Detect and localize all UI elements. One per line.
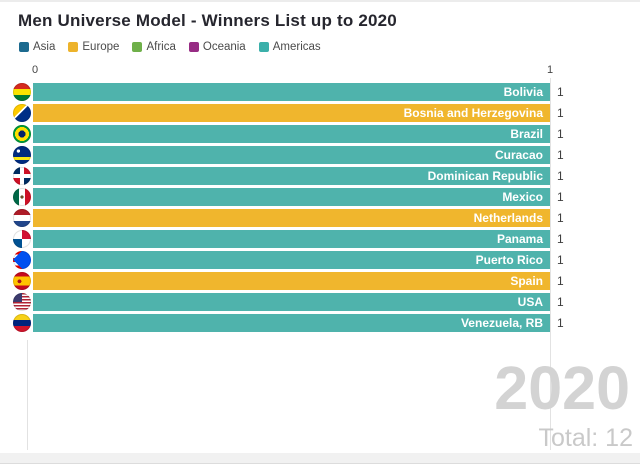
flag-puerto-rico-icon [13,251,31,269]
bar-row: Panama 1 [0,230,640,248]
gridline-value-0 [27,340,28,450]
bar-bolivia: Bolivia [33,83,550,101]
legend-label: Asia [33,41,56,53]
legend-item-oceania: Oceania [188,41,246,53]
bar-puerto-rico: Puerto Rico [33,251,550,269]
bar-usa: USA [33,293,550,311]
flag-curacao-icon [13,146,31,164]
legend-item-africa: Africa [132,41,176,53]
bar-label: Netherlands [473,211,543,225]
legend-item-europe: Europe [68,41,119,53]
bar-row: Bosnia and Herzegovina 1 [0,104,640,122]
bar-value: 1 [557,211,564,225]
bar-row: USA 1 [0,293,640,311]
legend-swatch-asia-icon [19,42,29,52]
bar-value: 1 [557,148,564,162]
flag-dominican-republic-icon [13,167,31,185]
flag-mexico-icon [13,188,31,206]
bar-label: Puerto Rico [475,253,543,267]
flag-bolivia-icon [13,83,31,101]
bar-row: Curacao 1 [0,146,640,164]
bar-value: 1 [557,190,564,204]
bar-label: Panama [496,232,543,246]
bar-label: Bosnia and Herzegovina [403,106,543,120]
flag-netherlands-icon [13,209,31,227]
bar-label: Bolivia [503,85,543,99]
legend-swatch-oceania-icon [188,42,199,52]
bar-label: Curacao [494,148,543,162]
flag-usa-icon [13,293,31,311]
bar-row: Dominican Republic 1 [0,167,640,185]
bar-row: Mexico 1 [0,188,640,206]
bar-value: 1 [557,232,564,246]
bar-label: Venezuela, RB [460,316,543,330]
bar-row: Brazil 1 [0,125,640,143]
bar-value: 1 [557,274,564,288]
bar-curacao: Curacao [33,146,550,164]
bar-dominican-republic: Dominican Republic [33,167,550,185]
total-counter: Total: 12 [538,424,633,452]
bar-row: Spain 1 [0,272,640,290]
bar-row: Venezuela, RB 1 [0,314,640,332]
legend-item-americas: Americas [258,41,321,53]
bar-value: 1 [557,127,564,141]
bar-value: 1 [557,253,564,267]
bar-brazil: Brazil [33,125,550,143]
bar-venezuela-rb: Venezuela, RB [33,314,550,332]
legend-label: Americas [272,41,321,53]
flag-venezuela-icon [13,314,31,332]
bar-netherlands: Netherlands [33,209,550,227]
legend-swatch-europe-icon [68,42,79,52]
bar-row: Netherlands 1 [0,209,640,227]
bar-rows: Bolivia 1 Bosnia and Herzegovina 1 Brazi… [0,83,640,335]
bar-value: 1 [557,169,564,183]
bar-label: Dominican Republic [427,169,543,183]
gridline-value-1 [550,78,551,450]
x-axis-tick-1: 1 [546,64,554,76]
flag-brazil-icon [13,125,31,143]
bar-label: Brazil [510,127,543,141]
bar-value: 1 [557,295,564,309]
bar-value: 1 [557,106,564,120]
bottom-strip [0,453,640,464]
legend-label: Africa [146,41,176,53]
year-counter: 2020 [494,354,630,422]
legend-swatch-africa-icon [132,42,143,52]
flag-panama-icon [13,230,31,248]
x-axis-tick-0: 0 [31,64,39,76]
flag-bosnia-and-herzegovina-icon [13,104,31,122]
bar-label: USA [517,295,543,309]
bar-spain: Spain [33,272,550,290]
bar-row: Bolivia 1 [0,83,640,101]
legend-label: Europe [82,41,120,53]
bar-bosnia-and-herzegovina: Bosnia and Herzegovina [33,104,550,122]
legend-item-asia: Asia [19,41,55,53]
bar-label: Mexico [502,190,543,204]
bar-panama: Panama [33,230,550,248]
bar-value: 1 [557,316,564,330]
bar-mexico: Mexico [33,188,550,206]
bar-label: Spain [510,274,543,288]
legend: Asia Europe Africa Oceania Americas [19,41,321,53]
flag-spain-icon [13,272,31,290]
legend-label: Oceania [202,41,246,53]
bar-value: 1 [557,85,564,99]
bar-row: Puerto Rico 1 [0,251,640,269]
chart-title: Men Universe Model - Winners List up to … [18,11,397,30]
legend-swatch-americas-icon [258,42,269,52]
